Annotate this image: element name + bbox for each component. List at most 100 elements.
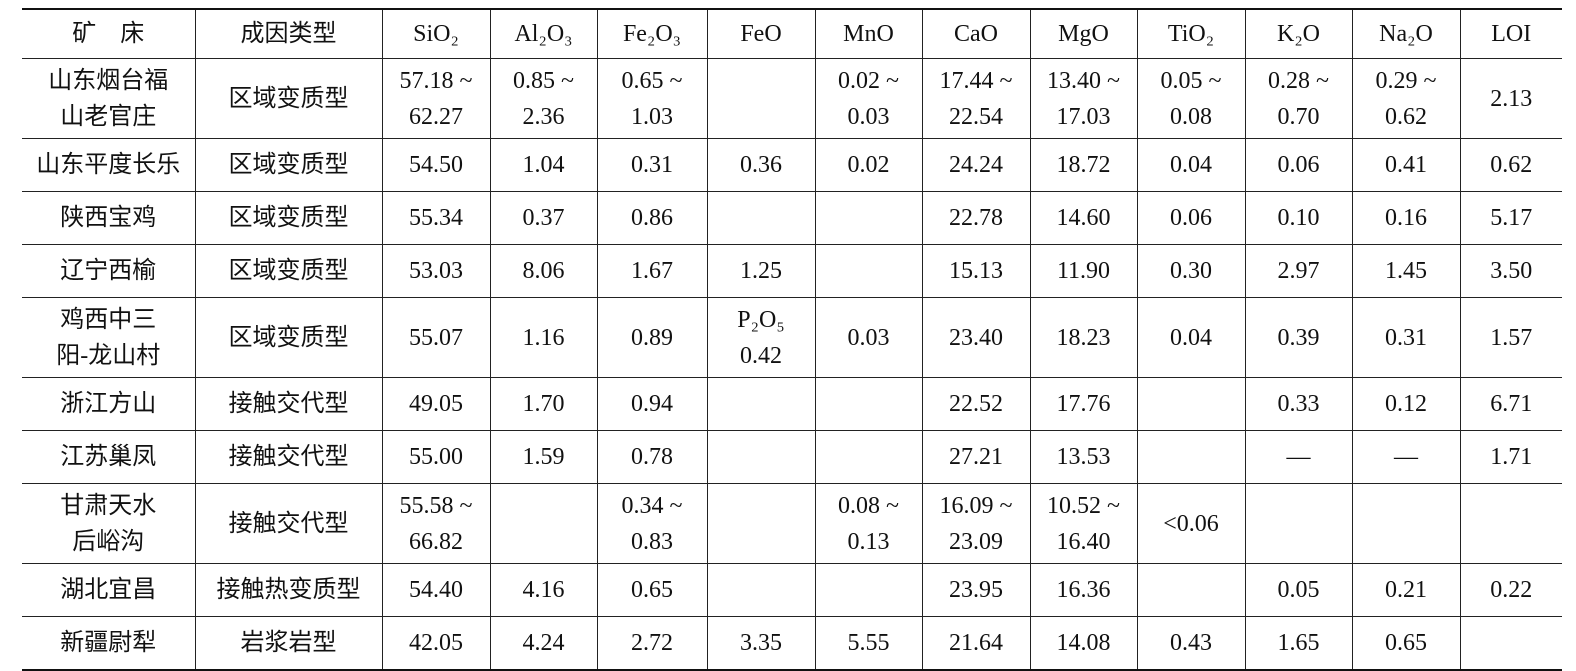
cell-line: 0.03	[847, 103, 890, 130]
empty-cell	[1136, 430, 1246, 484]
table-cell: 湖北宜昌	[22, 563, 196, 617]
table-cell: 0.43	[1136, 616, 1246, 671]
cell-line: 山老官庄	[60, 103, 157, 130]
table-cell: 0.65 ~ 1.03	[596, 58, 708, 139]
header-row: 矿 床成因类型 SiO₂ Al₂O₃ Fe₂O₃ FeO MnO CaO MgO TiO₂ K₂O…	[22, 8, 1562, 59]
table-cell: 18.23	[1029, 297, 1138, 378]
table-cell: 16.36	[1029, 563, 1138, 617]
table-cell: 山东烟台福 山老官庄	[22, 58, 196, 139]
table-cell: 22.78	[921, 191, 1031, 245]
table-body: 山东烟台福 山老官庄 区域变质型 57.18 ~62.27 0.85 ~2.36 0.65…	[22, 58, 1562, 671]
table-cell: 8.06	[489, 244, 598, 298]
cell-line: 甘肃天水	[60, 492, 157, 519]
header-cell: Al₂O₃	[489, 8, 598, 59]
table-cell: 接触热变质型	[194, 563, 383, 617]
table-cell: 0.28 ~ 0.70	[1244, 58, 1353, 139]
header-cell: 矿 床	[22, 8, 196, 59]
table-cell: 0.02	[814, 138, 923, 192]
table-cell: 甘肃天水 后峪沟	[22, 483, 196, 564]
cell-line: 0.08	[1170, 103, 1212, 130]
header-cell: SiO₂	[381, 8, 491, 59]
table-cell: 1.67	[596, 244, 708, 298]
cell-line: 0.08 ~	[838, 492, 899, 519]
table-cell: 18.72	[1029, 138, 1138, 192]
table-cell: 54.40	[381, 563, 491, 617]
table-cell: 山东平度长乐	[22, 138, 196, 192]
cell-line: 0.34 ~	[621, 492, 683, 519]
table-cell: P₂O₅ 0.42	[706, 297, 816, 378]
table-cell: —	[1244, 430, 1353, 484]
table-cell: 5.55	[814, 616, 923, 671]
table-cell: 23.40	[921, 297, 1031, 378]
table-cell: 4.16	[489, 563, 598, 617]
cell-line: 0.05 ~	[1160, 67, 1222, 94]
empty-cell	[814, 377, 923, 431]
table-cell: 14.08	[1029, 616, 1138, 671]
table-cell: 15.13	[921, 244, 1031, 298]
cell-line: 66.82	[409, 528, 463, 555]
cell-line: 山东烟台福	[48, 67, 169, 94]
table-cell: 49.05	[381, 377, 491, 431]
table-cell: 21.64	[921, 616, 1031, 671]
header-cell: FeO	[706, 8, 816, 59]
table-cell: 57.18 ~ 62.27	[381, 58, 491, 139]
header-cell: MgO	[1029, 8, 1138, 59]
table-cell: 0.05	[1244, 563, 1353, 617]
table-row: 鸡西中三 阳-龙山村 区域变质型 55.07 1.16 0.89 P₂O₅ 0.42 0.03 2…	[22, 297, 1562, 378]
cell-line: 鸡西中三	[60, 306, 157, 333]
empty-cell	[1244, 483, 1353, 564]
cell-line: 23.09	[949, 528, 1003, 555]
table-cell: 0.29 ~ 0.62	[1351, 58, 1461, 139]
table-cell: 0.02 ~ 0.03	[814, 58, 923, 139]
cell-line: 62.27	[409, 103, 463, 130]
table-cell: 3.50	[1459, 244, 1562, 298]
table-cell: 16.09 ~ 23.09	[921, 483, 1031, 564]
empty-cell	[814, 191, 923, 245]
cell-line: 55.58 ~	[399, 492, 473, 519]
table-cell: 1.16	[489, 297, 598, 378]
table-cell: 1.59	[489, 430, 598, 484]
table-cell: 区域变质型	[194, 191, 383, 245]
table-cell: 4.24	[489, 616, 598, 671]
cell-line: 0.29 ~	[1375, 67, 1437, 94]
table-cell: 5.17	[1459, 191, 1562, 245]
table-cell: 0.04	[1136, 138, 1246, 192]
table-cell: 区域变质型	[194, 297, 383, 378]
empty-cell	[814, 430, 923, 484]
table-cell: 2.72	[596, 616, 708, 671]
cell-line: 22.54	[949, 103, 1003, 130]
table-cell: 岩浆岩型	[194, 616, 383, 671]
cell-line: 13.40 ~	[1047, 67, 1120, 94]
table-cell: 接触交代型	[194, 483, 383, 564]
table-cell: 0.31	[596, 138, 708, 192]
table-cell: 0.86	[596, 191, 708, 245]
table-cell: 55.34	[381, 191, 491, 245]
table-cell: 0.31	[1351, 297, 1461, 378]
header-cell: Na₂O	[1351, 8, 1461, 59]
table-cell: 13.40 ~ 17.03	[1029, 58, 1138, 139]
empty-cell	[814, 244, 923, 298]
header-cell: CaO	[921, 8, 1031, 59]
table-cell: <0.06	[1136, 483, 1246, 564]
table-row: 甘肃天水 后峪沟 接触交代型 55.58 ~ 66.82 0.34 ~0.83 0.08 ~…	[22, 483, 1562, 564]
table-cell: 1.70	[489, 377, 598, 431]
empty-cell	[706, 563, 816, 617]
table-cell: 1.25	[706, 244, 816, 298]
header-cell: 成因类型	[194, 8, 383, 59]
table-row: 山东烟台福 山老官庄 区域变质型 57.18 ~62.27 0.85 ~2.36 0.65…	[22, 58, 1562, 139]
empty-cell	[706, 58, 816, 139]
cell-line: 57.18 ~	[399, 67, 473, 94]
table-cell: 浙江方山	[22, 377, 196, 431]
table-cell: 0.08 ~ 0.13	[814, 483, 923, 564]
table-cell: 0.34 ~ 0.83	[596, 483, 708, 564]
table-cell: 0.65	[596, 563, 708, 617]
empty-cell	[1136, 563, 1246, 617]
table-cell: 鸡西中三阳-龙山村	[22, 297, 196, 378]
cell-line: 阳-龙山村	[56, 342, 161, 369]
table-cell: 0.37	[489, 191, 598, 245]
table-cell: 0.94	[596, 377, 708, 431]
table-cell: 2.13	[1459, 58, 1562, 139]
empty-cell	[1351, 483, 1461, 564]
table-cell: 0.39	[1244, 297, 1353, 378]
cell-line: 0.02 ~	[838, 67, 899, 94]
